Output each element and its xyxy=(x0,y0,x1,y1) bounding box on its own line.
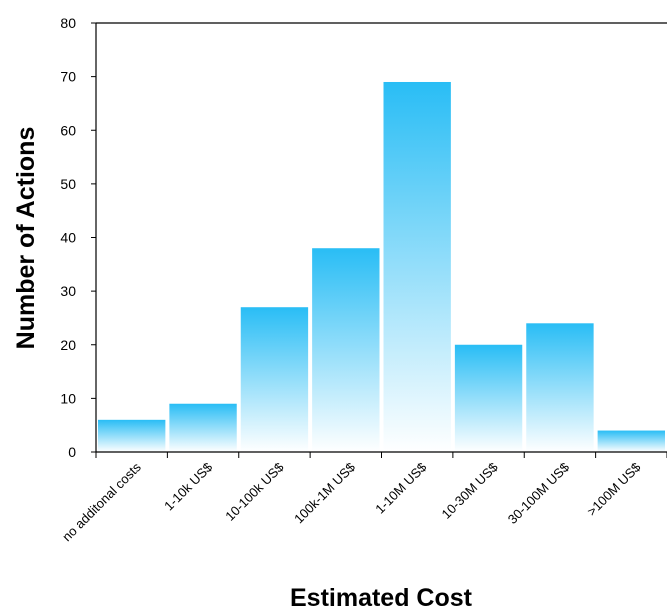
x-axis-title: Estimated Cost xyxy=(290,584,473,612)
y-tick-label: 70 xyxy=(60,69,76,85)
bars-layer xyxy=(98,81,665,453)
bar-6 xyxy=(526,323,594,452)
y-tick-label: 50 xyxy=(60,176,76,192)
bar-3 xyxy=(312,248,380,452)
y-tick-label: 20 xyxy=(60,337,76,353)
x-category-label: no additonal costs xyxy=(59,459,144,544)
bar-1 xyxy=(169,403,237,452)
x-axis-ticks: no additonal costs 1-10k US$ 10-100k US$ 10… xyxy=(59,452,667,544)
x-category-label: 100k-1M US$ xyxy=(291,459,358,526)
y-axis-title: Number of Actions xyxy=(12,127,40,350)
y-tick-label: 10 xyxy=(60,390,76,406)
y-tick-label: 40 xyxy=(60,230,76,246)
bar-5 xyxy=(454,344,523,452)
x-category-label: 10-30M US$ xyxy=(438,459,501,522)
y-tick-label: 0 xyxy=(68,444,76,460)
y-tick-label: 60 xyxy=(60,122,76,138)
y-axis-ticks: 0 10 20 30 40 50 60 70 80 xyxy=(60,15,96,460)
bar-0 xyxy=(98,419,166,452)
y-tick-label: 80 xyxy=(60,15,76,31)
bar-2 xyxy=(240,307,309,452)
bar-4 xyxy=(383,81,451,453)
bar-7 xyxy=(597,430,665,452)
x-category-label: 30-100M US$ xyxy=(505,459,573,527)
x-category-label: 10-100k US$ xyxy=(222,459,287,524)
y-tick-label: 30 xyxy=(60,283,76,299)
x-category-label: 1-10M US$ xyxy=(372,459,430,517)
x-category-label: 1-10k US$ xyxy=(161,459,216,514)
x-category-label: >100M US$ xyxy=(584,459,644,519)
